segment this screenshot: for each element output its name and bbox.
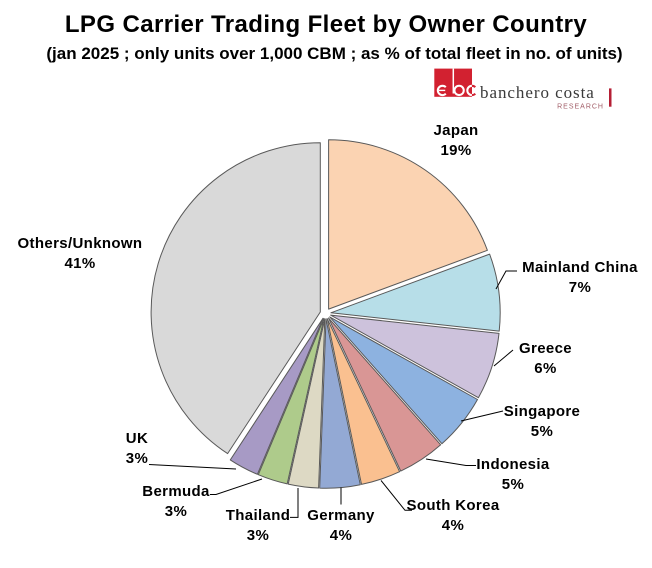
svg-text:banchero costa: banchero costa	[480, 83, 595, 102]
svg-text:RESEARCH: RESEARCH	[557, 103, 604, 110]
